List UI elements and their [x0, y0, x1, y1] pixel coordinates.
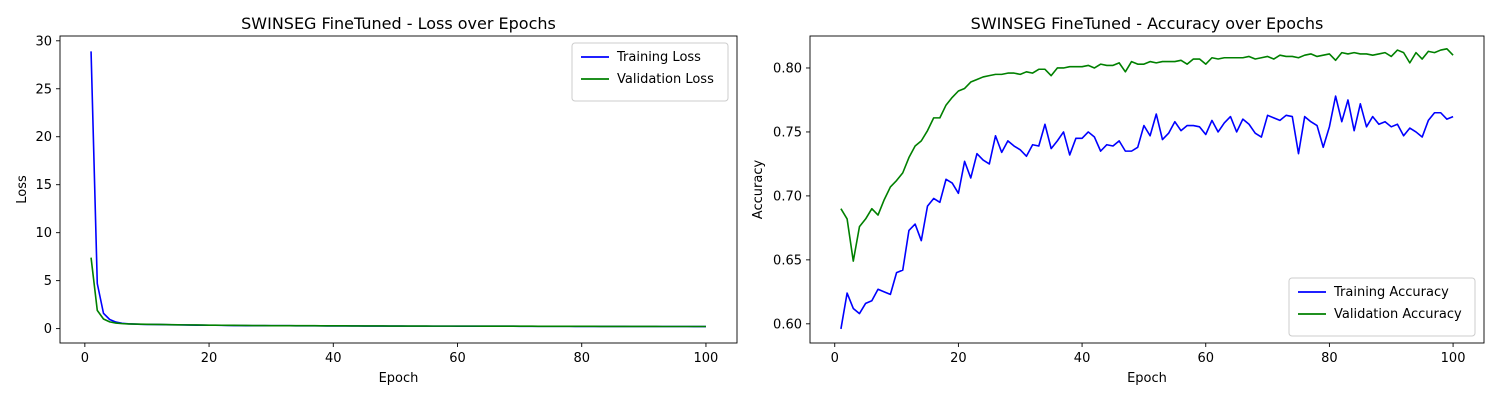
plot-frame — [809, 35, 1485, 344]
y-tick-label: 0 — [44, 322, 52, 337]
y-tick-label: 25 — [35, 82, 52, 97]
legend-entry: Training Accuracy — [1333, 285, 1449, 300]
y-tick-label: 30 — [35, 34, 52, 49]
y-tick-label: 0.80 — [773, 61, 802, 76]
series-line-validation-accuracy — [840, 47, 1454, 262]
x-tick-label: 0 — [831, 351, 839, 366]
y-tick-label: 0.70 — [773, 189, 802, 204]
y-tick-label: 0.60 — [773, 317, 802, 332]
legend-entry: Validation Loss — [617, 72, 714, 87]
x-tick-label: 100 — [694, 351, 719, 366]
legend-box — [571, 42, 729, 102]
y-tick-label: 20 — [35, 130, 52, 145]
y-axis-label: Accuracy — [751, 160, 766, 220]
series-line-training-accuracy — [840, 95, 1454, 330]
legend: Training Loss Validation Loss — [571, 42, 729, 102]
x-tick-label: 40 — [1074, 351, 1091, 366]
x-tick-label: 20 — [201, 351, 218, 366]
series-line-validation-loss — [90, 257, 706, 328]
x-tick-label: 20 — [950, 351, 967, 366]
x-axis-label: Epoch — [379, 371, 419, 386]
chart-title: SWINSEG FineTuned - Loss over Epochs — [241, 14, 556, 33]
x-axis-label: Epoch — [1127, 371, 1167, 386]
chart-title: SWINSEG FineTuned - Accuracy over Epochs — [971, 14, 1324, 33]
legend-entry: Validation Accuracy — [1334, 307, 1462, 322]
x-tick-label: 60 — [1197, 351, 1214, 366]
y-tick-label: 10 — [35, 226, 52, 241]
x-tick-label: 40 — [325, 351, 342, 366]
x-tick-label: 80 — [1321, 351, 1338, 366]
y-tick-label: 5 — [44, 274, 52, 289]
legend-box — [1288, 277, 1476, 337]
y-axis-label: Loss — [15, 175, 30, 204]
x-tick-label: 100 — [1441, 351, 1466, 366]
x-tick-label: 0 — [81, 351, 89, 366]
y-tick-label: 0.75 — [773, 125, 802, 140]
legend: Training Accuracy Validation Accuracy — [1288, 277, 1476, 337]
y-tick-label: 15 — [35, 178, 52, 193]
accuracy-chart: SWINSEG FineTuned - Accuracy over Epochs… — [751, 14, 1485, 386]
loss-chart: SWINSEG FineTuned - Loss over Epochs 0 20 4… — [15, 14, 738, 386]
x-tick-label: 60 — [449, 351, 466, 366]
x-tick-label: 80 — [573, 351, 590, 366]
plot-frame — [59, 35, 738, 344]
y-tick-label: 0.65 — [773, 253, 802, 268]
legend-entry: Training Loss — [616, 50, 701, 65]
